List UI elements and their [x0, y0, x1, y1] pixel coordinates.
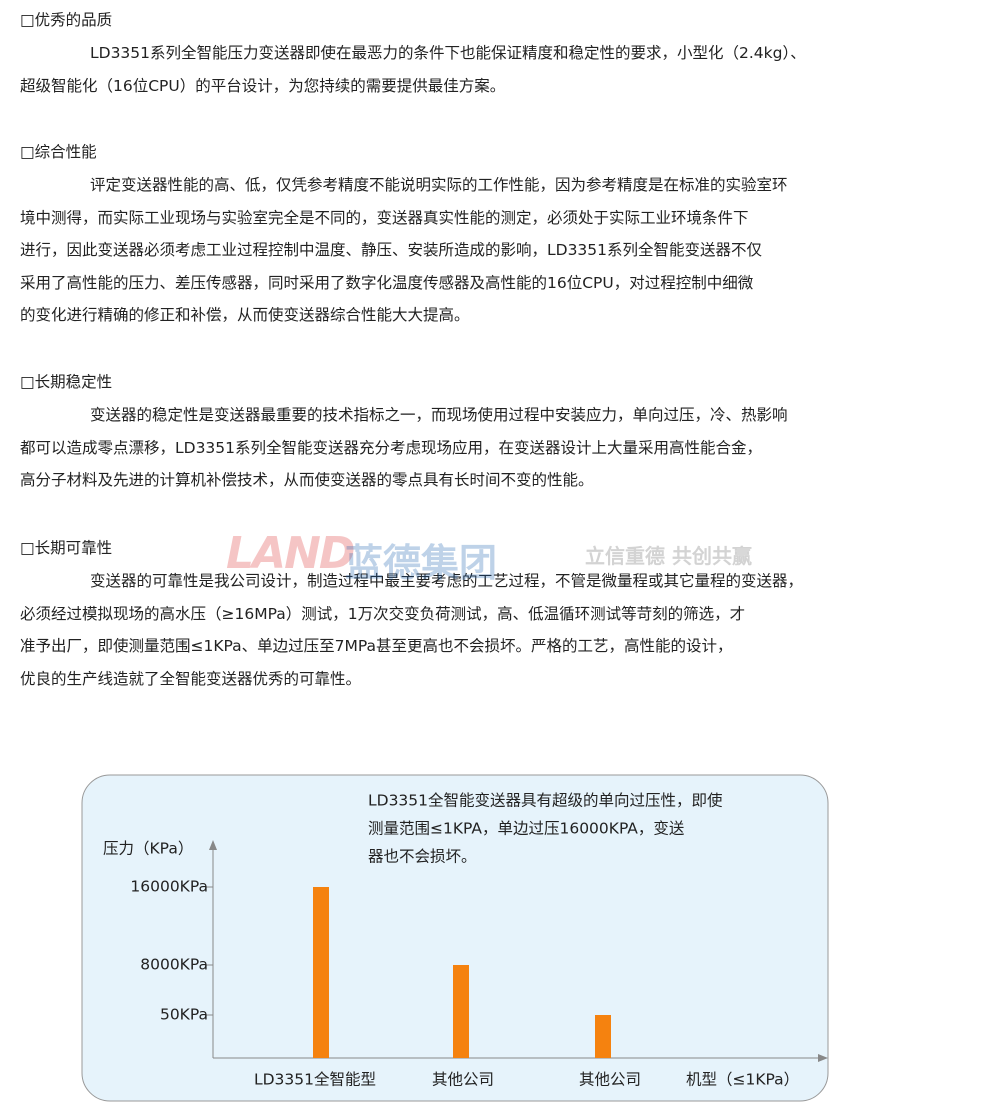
- y-tick-label: 16000KPa: [130, 878, 208, 896]
- paragraph-line: 高分子材料及先进的计算机补偿技术，从而使变送器的零点具有长时间不变的性能。: [20, 471, 594, 489]
- bar: [313, 887, 329, 1058]
- annotation-line: LD3351全智能变送器具有超级的单向过压性，即使: [368, 792, 723, 810]
- paragraph-line: 变送器的稳定性是变送器最重要的技术指标之一，而现场使用过程中安装应力，单向过压，…: [90, 406, 788, 424]
- paragraph-line: 评定变送器性能的高、低，仅凭参考精度不能说明实际的工作性能，因为参考精度是在标准…: [90, 176, 788, 194]
- y-tick-label: 8000KPa: [140, 956, 208, 974]
- y-axis-label: 压力（KPa）: [103, 840, 193, 858]
- section-heading: □优秀的品质: [20, 11, 113, 29]
- annotation-line: 测量范围≤1KPA，单边过压16000KPA，变送: [368, 820, 685, 838]
- paragraph-line: 优良的生产线造就了全智能变送器优秀的可靠性。: [20, 669, 362, 688]
- x-arrow: [818, 1054, 828, 1062]
- y-tick-label: 50KPa: [160, 1006, 208, 1024]
- section-heading: □综合性能: [20, 143, 97, 161]
- paragraph-line: 境中测得，而实际工业现场与实验室完全是不同的，变送器真实性能的测定，必须处于实际…: [20, 208, 749, 227]
- watermark-name: 蓝德集团: [345, 541, 498, 585]
- paragraph-line: 变送器的可靠性是我公司设计，制造过程中最主要考虑的工艺过程，不管是微量程或其它量…: [90, 572, 804, 590]
- x-tick-label: 其他公司: [432, 1071, 494, 1089]
- bar: [595, 1015, 611, 1058]
- section-heading: □长期可靠性: [20, 539, 113, 557]
- x-tick-label: LD3351全智能型: [254, 1071, 376, 1089]
- paragraph-line: 的变化进行精确的修正和补偿，从而使变送器综合性能大大提高。: [20, 306, 470, 324]
- paragraph-line: 进行，因此变送器必须考虑工业过程控制中温度、静压、安装所造成的影响，LD3351…: [20, 241, 763, 259]
- paragraph-line: 都可以造成零点漂移，LD3351系列全智能变送器充分考虑现场应用，在变送器设计上…: [20, 438, 763, 457]
- paragraph-line: 采用了高性能的压力、差压传感器，同时采用了数字化温度传感器及高性能的16位CPU…: [20, 273, 754, 292]
- x-axis-label: 机型（≤1KPa）: [686, 1071, 799, 1089]
- y-arrow: [209, 840, 217, 850]
- paragraph-line: 准予出厂，即使测量范围≤1KPa、单边过压至7MPa甚至更高也不会损坏。严格的工…: [20, 637, 733, 655]
- watermark-slogan: 立信重德 共创共赢: [585, 544, 752, 568]
- annotation-line: 器也不会损坏。: [368, 848, 477, 866]
- bar: [453, 965, 469, 1058]
- paragraph-line: LD3351系列全智能压力变送器即使在最恶力的条件下也能保证精度和稳定性的要求，…: [90, 44, 806, 62]
- chart-frame: [81, 774, 829, 1102]
- paragraph-line: 必须经过模拟现场的高水压（≥16MPa）测试，1万次交变负荷测试，高、低温循环测…: [20, 604, 746, 623]
- x-tick-label: 其他公司: [579, 1071, 641, 1089]
- watermark-logo: LAND: [226, 528, 355, 579]
- paragraph-line: 超级智能化（16位CPU）的平台设计，为您持续的需要提供最佳方案。: [20, 76, 506, 95]
- section-heading: □长期稳定性: [20, 373, 113, 391]
